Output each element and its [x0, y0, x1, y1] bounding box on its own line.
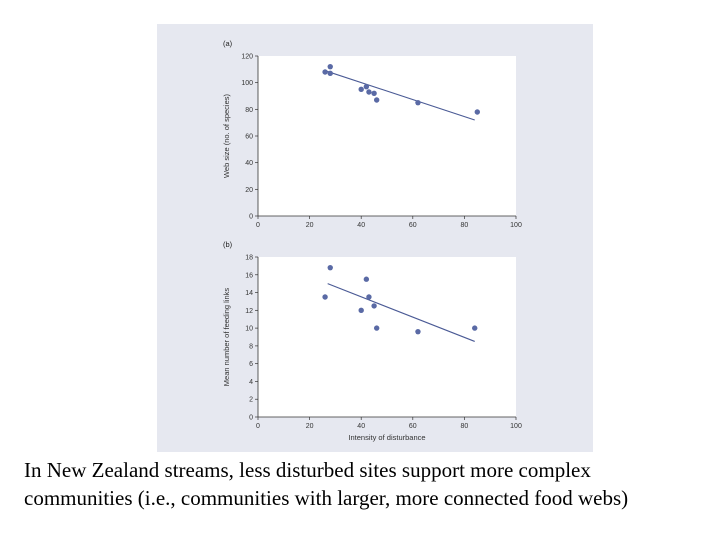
panel-a-data-point [327, 63, 333, 70]
panel-b-x-tick-label: 100 [510, 423, 522, 430]
panel-a-x-tick-label: 0 [256, 222, 260, 229]
panel-b-data-point [327, 264, 333, 271]
panel-b-trend-line [327, 283, 475, 342]
panel-b-y-tick-label: 6 [249, 361, 253, 368]
caption: In New Zealand streams, less disturbed s… [24, 458, 629, 510]
panel-b-x-tick-label: 20 [306, 423, 314, 430]
panel-a-y-axis-title: Web size (no. of species) [222, 93, 231, 178]
panel-a-plot-area [258, 56, 516, 216]
panel-a-x-tick-label: 40 [357, 222, 365, 229]
panel-a-y-tick-label: 0 [249, 214, 253, 221]
panel-b-data-point [363, 276, 370, 282]
panel-b-data-point [373, 325, 380, 331]
panel-a-y-tick-label: 120 [241, 54, 253, 61]
panel-a-x-tick-label: 20 [306, 222, 314, 229]
panel-a-y-tick-label: 60 [245, 134, 253, 141]
panel-a-y-tick-label: 80 [245, 107, 253, 114]
panel-a-x-tick-label: 60 [409, 222, 417, 229]
panel-b-x-tick-label: 0 [256, 423, 260, 430]
panel-b-y-axis-title: Mean number of feeding links [222, 288, 231, 387]
panel-b-y-tick-label: 2 [249, 397, 253, 404]
panel-b-data-point [472, 325, 478, 331]
panel-b-data-point [358, 307, 364, 314]
panel-a-data-point [363, 83, 370, 90]
panel-b-y-tick-label: 4 [249, 379, 253, 386]
panel-b-y-tick-label: 0 [249, 415, 253, 422]
panel-a-data-point [474, 109, 480, 115]
panel-a-y-tick-label: 20 [245, 187, 253, 194]
panel-b-x-tick-label: 80 [461, 423, 469, 430]
panel-a-x-tick-label: 100 [510, 222, 522, 229]
panel-b-label: (b) [223, 240, 233, 249]
panel-a-x-tick-label: 80 [461, 222, 469, 229]
panel-a-trend-line [324, 70, 475, 121]
panel-b-y-tick-label: 18 [245, 255, 253, 262]
panel-a-data-point [415, 99, 421, 106]
panel-a-data-point [371, 90, 377, 97]
panel-b-y-tick-label: 14 [245, 290, 253, 297]
panel-b-x-axis-title: Intensity of disturbance [348, 433, 425, 442]
panel-b-data-point [415, 328, 421, 335]
panel-b-y-tick-label: 12 [245, 308, 253, 315]
panel-b-x-tick-label: 40 [357, 423, 365, 430]
panel-b-data-point [371, 303, 377, 309]
panel-b-x-tick-label: 60 [409, 423, 417, 430]
panel-a-data-point [327, 70, 333, 77]
figure-panel: 0 20 40 60 80 100 120 0 20 40 60 80 100 (a) Web size (… [157, 24, 593, 452]
panel-a-data-point [358, 86, 364, 93]
panel-a-y-tick-label: 40 [245, 160, 253, 167]
panel-a-data-point [373, 97, 380, 103]
panel-b-y-tick-label: 8 [249, 343, 253, 350]
panel-b-y-tick-label: 10 [245, 326, 253, 333]
panel-a-data-point [322, 69, 328, 75]
panel-b-data-point [322, 294, 328, 300]
panel-b-y-tick-label: 16 [245, 272, 253, 279]
panel-a-y-tick-label: 100 [241, 80, 253, 87]
panel-a-label: (a) [223, 39, 233, 48]
panel-b-data-point [366, 294, 372, 300]
panel-a-data-point [366, 89, 372, 95]
panel-b-plot-area [258, 257, 516, 417]
